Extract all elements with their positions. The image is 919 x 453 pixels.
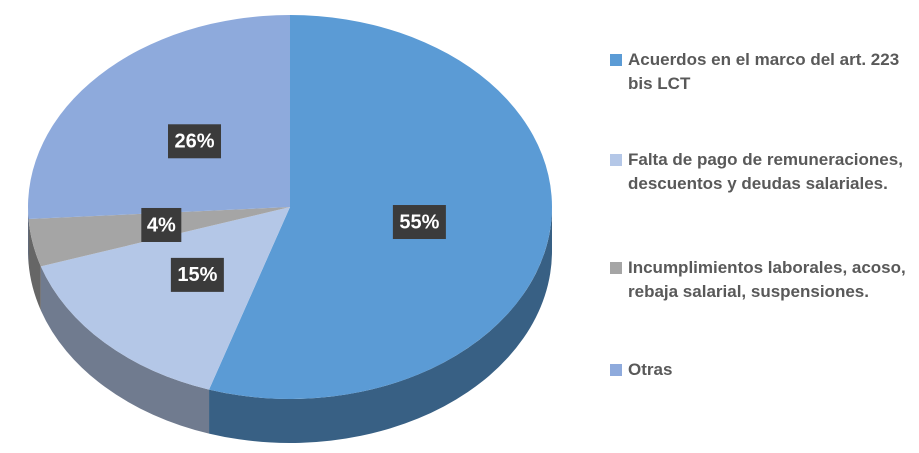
legend-item: Otras [610, 358, 915, 382]
pie-side [28, 207, 29, 264]
pie-area: 55% 15% 4% 26% [27, 15, 553, 443]
legend-label: Otras [628, 360, 673, 379]
data-label-box [168, 124, 222, 159]
data-label: 4% [147, 214, 176, 236]
pie-slice [40, 207, 290, 390]
pie-side [28, 219, 41, 311]
pie-slice [27, 15, 290, 220]
legend-label: Acuerdos en el marco del art. 223 bis LC… [628, 50, 900, 93]
legend-swatch [610, 262, 622, 274]
data-label: 26% [174, 131, 214, 153]
data-label-box [170, 257, 224, 292]
pie-slice [209, 15, 553, 399]
legend-item: Acuerdos en el marco del art. 223 bis LC… [610, 48, 915, 96]
legend-swatch [610, 154, 622, 166]
legend-item: Incumplimientos laborales, acoso, rebaja… [610, 256, 915, 304]
legend-label: Falta de pago de remuneraciones, descuen… [628, 150, 903, 193]
data-label-box [141, 207, 182, 242]
data-label-box [392, 205, 446, 240]
legend-label: Incumplimientos laborales, acoso, rebaja… [628, 258, 906, 301]
legend-swatch [610, 364, 622, 376]
data-label: 15% [177, 264, 217, 286]
pie-side [40, 266, 210, 434]
legend-swatch [610, 54, 622, 66]
legend-item: Falta de pago de remuneraciones, descuen… [610, 148, 915, 196]
data-label: 55% [399, 211, 439, 233]
pie-side [209, 207, 553, 443]
